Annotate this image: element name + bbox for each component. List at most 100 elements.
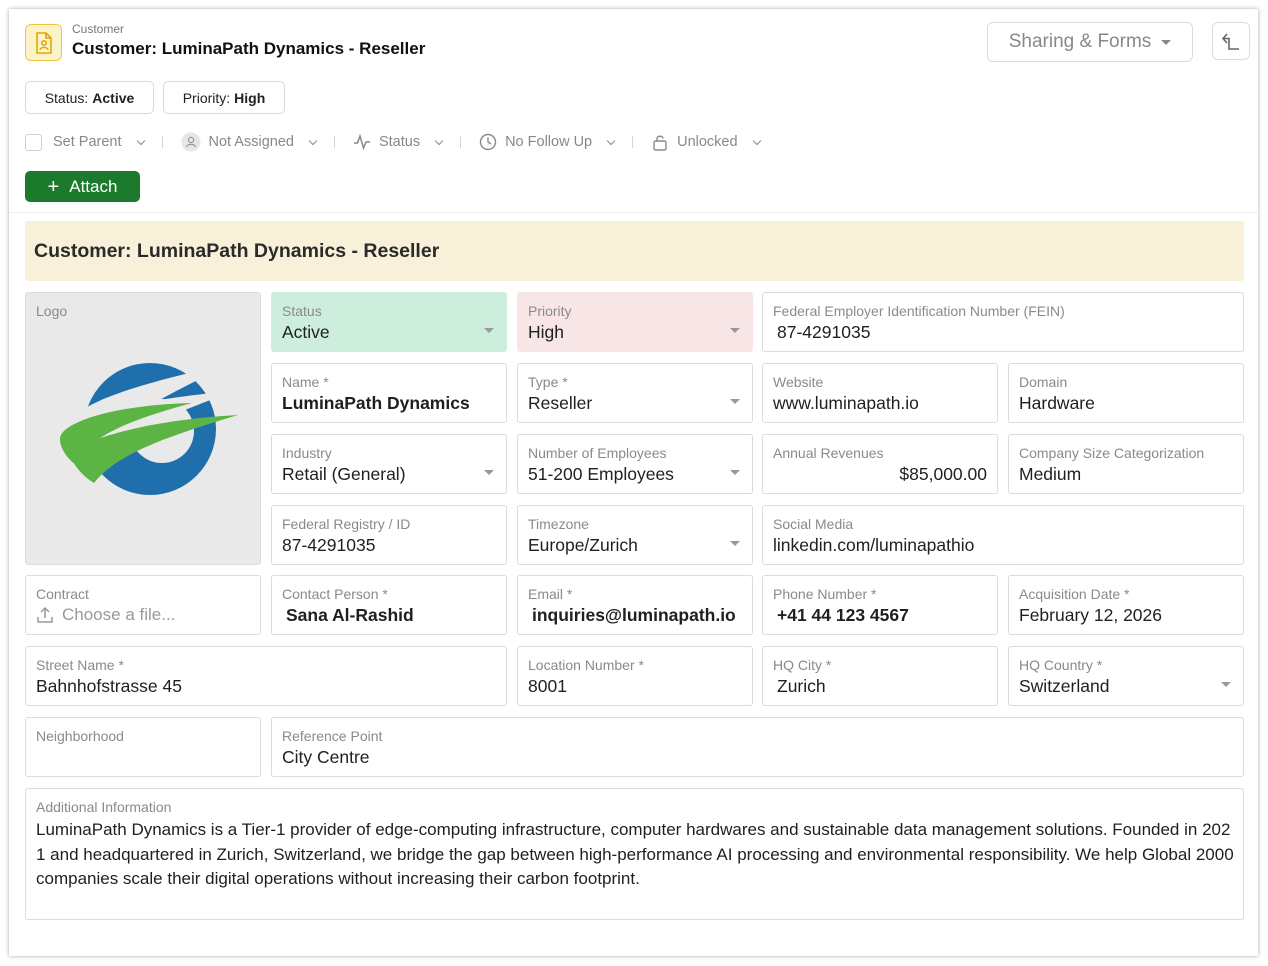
go-to-parent-button[interactable] <box>1212 22 1250 60</box>
field-label: Neighborhood <box>36 728 124 744</box>
federal-registry-field[interactable]: Federal Registry / ID 87-4291035 <box>271 505 507 565</box>
domain-value: Hardware <box>1019 393 1095 413</box>
type-field[interactable]: Type * Reseller <box>517 363 753 423</box>
phone-value: +41 44 123 4567 <box>777 605 909 625</box>
clock-icon <box>479 133 497 151</box>
user-avatar-icon <box>181 132 201 152</box>
caret-down-icon <box>1161 39 1172 45</box>
logo-field[interactable]: Logo <box>25 292 261 565</box>
priority-chip[interactable]: Priority: High <box>163 81 285 114</box>
lock-label: Unlocked <box>677 134 738 150</box>
hq-country-field[interactable]: HQ Country * Switzerland <box>1008 646 1244 706</box>
follow-up-dropdown[interactable]: No Follow Up <box>479 133 616 151</box>
street-name-value: Bahnhofstrasse 45 <box>36 676 182 696</box>
status-chip-label: Status: <box>44 89 89 106</box>
file-picker-placeholder: Choose a file... <box>62 605 176 624</box>
field-label: Phone Number * <box>773 586 877 602</box>
website-field[interactable]: Website www.luminapath.io <box>762 363 998 423</box>
section-header: Customer: LuminaPath Dynamics - Reseller <box>25 221 1244 281</box>
acquisition-date-field[interactable]: Acquisition Date * February 12, 2026 <box>1008 575 1244 635</box>
field-label: Number of Employees <box>528 445 667 461</box>
field-label: HQ Country * <box>1019 657 1103 673</box>
chevron-down-icon <box>752 136 761 145</box>
chevron-down-icon <box>606 136 616 145</box>
attach-button[interactable]: + Attach <box>25 171 140 202</box>
assignee-label: Not Assigned <box>208 134 294 150</box>
location-number-value: 8001 <box>528 676 567 696</box>
employees-value: 51-200 Employees <box>528 464 674 484</box>
field-label: Reference Point <box>282 728 383 744</box>
status-field[interactable]: Status Active <box>271 292 507 352</box>
email-field[interactable]: Email * inquiries@luminapath.io <box>517 575 753 635</box>
company-size-value: Medium <box>1019 464 1082 484</box>
field-label: Timezone <box>528 516 589 532</box>
reference-point-field[interactable]: Reference Point City Centre <box>271 717 1244 777</box>
field-label: Status <box>282 303 322 319</box>
field-label: Contract <box>36 586 89 602</box>
website-value: www.luminapath.io <box>773 393 919 413</box>
lock-dropdown[interactable]: Unlocked <box>651 133 761 151</box>
sharing-forms-button[interactable]: Sharing & Forms <box>987 22 1193 62</box>
toolbar-divider <box>161 136 163 148</box>
caret-down-icon <box>484 328 494 333</box>
caret-down-icon <box>730 470 740 475</box>
assignee-dropdown[interactable]: Not Assigned <box>181 132 318 152</box>
caret-down-icon <box>484 470 494 475</box>
revenues-value: $85,000.00 <box>899 464 987 484</box>
file-picker[interactable]: Choose a file... <box>36 605 250 625</box>
additional-information-field[interactable]: Additional Information LuminaPath Dynami… <box>25 788 1244 920</box>
type-value: Reseller <box>528 393 593 413</box>
field-label: Domain <box>1019 374 1068 390</box>
field-label: Federal Registry / ID <box>282 516 411 532</box>
set-parent-dropdown[interactable]: Set Parent <box>25 133 145 151</box>
neighborhood-field[interactable]: Neighborhood <box>25 717 261 777</box>
section-title: Customer: LuminaPath Dynamics - Reseller <box>34 239 440 262</box>
field-label: Logo <box>36 303 68 319</box>
toolbar-divider <box>333 136 335 148</box>
status-dropdown[interactable]: Status <box>353 133 444 151</box>
field-label: Industry <box>282 445 332 461</box>
contact-person-field[interactable]: Contact Person * Sana Al-Rashid <box>271 575 507 635</box>
location-number-field[interactable]: Location Number * 8001 <box>517 646 753 706</box>
priority-value: High <box>528 322 564 342</box>
domain-field[interactable]: Domain Hardware <box>1008 363 1244 423</box>
chevron-down-icon <box>434 136 444 145</box>
fein-value: 87-4291035 <box>777 322 871 342</box>
caret-down-icon <box>730 328 740 333</box>
contact-person-value: Sana Al-Rashid <box>286 605 414 625</box>
street-name-field[interactable]: Street Name * Bahnhofstrasse 45 <box>25 646 507 706</box>
fein-field[interactable]: Federal Employer Identification Number (… <box>762 292 1244 352</box>
industry-field[interactable]: Industry Retail (General) <box>271 434 507 494</box>
priority-chip-label: Priority: <box>182 89 231 106</box>
status-chip[interactable]: Status: Active <box>25 81 154 114</box>
attach-label: Attach <box>69 176 118 196</box>
name-field[interactable]: Name * LuminaPath Dynamics <box>271 363 507 423</box>
acquisition-date-value: February 12, 2026 <box>1019 605 1163 625</box>
company-logo-image <box>59 363 238 495</box>
social-media-field[interactable]: Social Media linkedin.com/luminapathio <box>762 505 1244 565</box>
field-label: Federal Employer Identification Number (… <box>773 303 1065 319</box>
field-label: Company Size Categorization <box>1019 445 1205 461</box>
phone-field[interactable]: Phone Number * +41 44 123 4567 <box>762 575 998 635</box>
header-divider <box>9 212 1258 213</box>
field-label: Acquisition Date * <box>1019 586 1130 602</box>
field-label: Email * <box>528 586 573 602</box>
hq-city-field[interactable]: HQ City * Zurich <box>762 646 998 706</box>
timezone-field[interactable]: Timezone Europe/Zurich <box>517 505 753 565</box>
activity-icon <box>353 133 370 151</box>
company-size-field[interactable]: Company Size Categorization Medium <box>1008 434 1244 494</box>
hq-city-value: Zurich <box>777 676 826 696</box>
field-label: HQ City * <box>773 657 832 673</box>
toolbar-divider <box>632 136 634 148</box>
record-window: Customer Customer: LuminaPath Dynamics -… <box>9 9 1258 956</box>
field-label: Contact Person * <box>282 586 388 602</box>
priority-field[interactable]: Priority High <box>517 292 753 352</box>
field-label: Street Name * <box>36 657 124 673</box>
record-toolbar: Set Parent Not Assigned Status <box>25 130 761 154</box>
revenues-field[interactable]: Annual Revenues $85,000.00 <box>762 434 998 494</box>
upload-icon <box>37 606 53 623</box>
contract-field[interactable]: Contract Choose a file... <box>25 575 261 635</box>
sharing-forms-label: Sharing & Forms <box>1008 31 1152 52</box>
employees-field[interactable]: Number of Employees 51-200 Employees <box>517 434 753 494</box>
customer-record-icon <box>25 24 62 61</box>
